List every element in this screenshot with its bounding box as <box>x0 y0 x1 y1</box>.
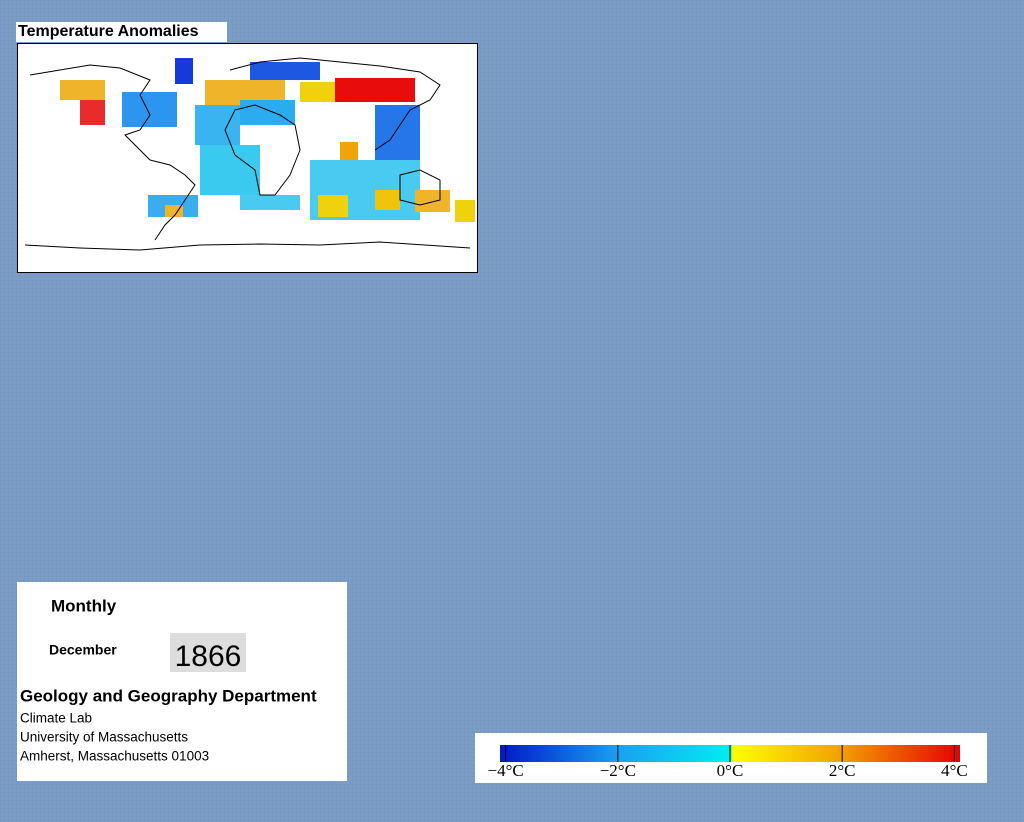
colorbar-label: 4°C <box>941 761 968 780</box>
info-line: Amherst, Massachusetts 01003 <box>20 749 209 764</box>
colorbar-label: 2°C <box>829 761 856 780</box>
frequency: Monthly <box>51 596 117 615</box>
info-panel <box>17 582 347 781</box>
year-box <box>170 633 246 672</box>
map <box>17 43 478 273</box>
colorbar-label: −4°C <box>487 761 523 780</box>
info-line: University of Massachusetts <box>20 730 188 745</box>
info-line: Climate Lab <box>20 711 92 726</box>
year: 1866 <box>175 640 242 673</box>
colorbar: −4°C −2°C 0°C 2°C 4°C <box>487 745 968 780</box>
colorbar-label: −2°C <box>600 761 636 780</box>
title-box <box>16 22 227 42</box>
colorbar-label: 0°C <box>717 761 744 780</box>
coastlines <box>24 57 471 251</box>
map-title: Temperature Anomalies <box>18 23 199 40</box>
month: December <box>49 642 117 658</box>
department: Geology and Geography Department <box>20 686 317 705</box>
anomaly-cells <box>60 58 475 222</box>
